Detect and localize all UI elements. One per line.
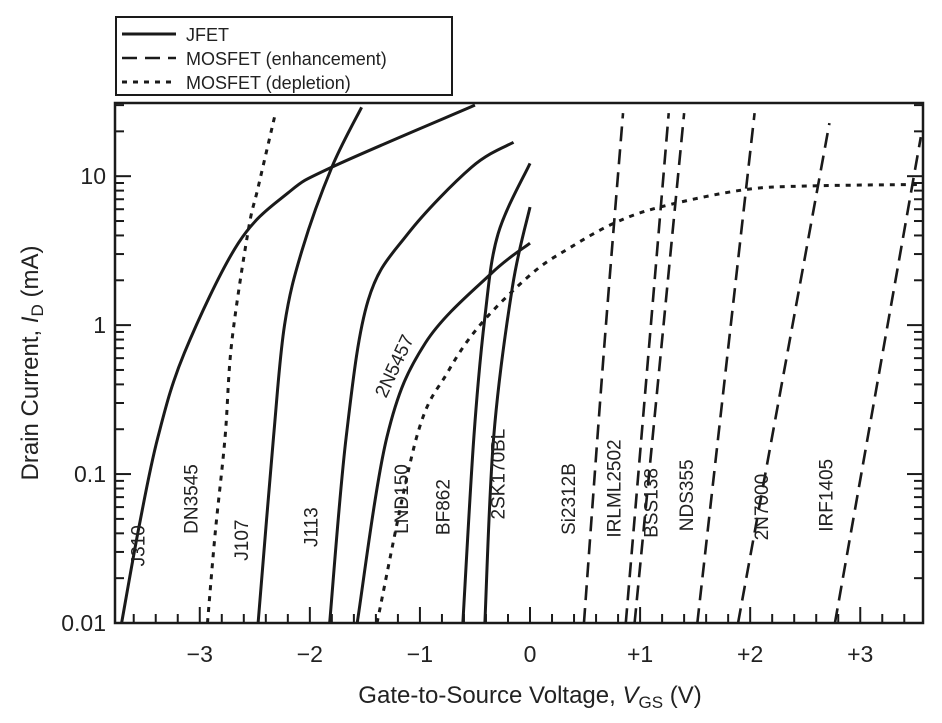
plot-frame — [113, 101, 925, 625]
y-axis-title-pre: Drain Current, — [17, 323, 44, 480]
curve-2n5457 — [355, 241, 531, 623]
y-axis-title-sub: D — [28, 304, 47, 316]
x-axis-title-sub: GS — [638, 693, 663, 712]
curve-label-irf1405: IRF1405 — [817, 459, 838, 532]
x-tick-label: 0 — [524, 641, 537, 667]
y-tick-label: 0.1 — [74, 461, 106, 487]
curve-label-2sk170bl: 2SK170BL — [489, 429, 510, 520]
curve-2n7000 — [736, 122, 831, 623]
curve-2sk170bl — [483, 206, 532, 623]
curve-bf862 — [461, 162, 532, 623]
curve-label-2n7000: 2N7000 — [752, 474, 773, 541]
x-axis-title-var: V — [622, 682, 640, 709]
curve-label-j107: J107 — [232, 520, 253, 561]
x-axis-title-pre: Gate-to-Source Voltage, — [358, 682, 622, 709]
x-tick-label: +2 — [737, 641, 763, 667]
y-tick-label: 0.01 — [61, 610, 106, 636]
legend-box — [115, 16, 453, 96]
x-tick-label: −3 — [187, 641, 213, 667]
curve-label-irlml2502: IRLML2502 — [604, 439, 625, 537]
y-axis-title: Drain Current, ID (mA) — [17, 246, 47, 481]
axes: −3 −2 −1 0 +1 +2 +3 0.01 0.1 1 10 — [61, 101, 925, 667]
curves — [120, 103, 923, 623]
curve-si2312b — [582, 113, 625, 623]
curve-label-lnd150: LND150 — [392, 464, 413, 534]
y-axis-title-post: (mA) — [17, 246, 44, 305]
x-axis-title: Gate-to-Source Voltage, VGS (V) — [358, 682, 701, 712]
y-tick-label: 1 — [93, 312, 106, 338]
legend-label: JFET — [186, 25, 229, 45]
curve-label-nds355: NDS355 — [677, 459, 698, 531]
curve-irf1405 — [833, 136, 923, 623]
curve-label-j113: J113 — [302, 507, 323, 547]
curve-j113 — [328, 140, 515, 623]
curve-label-si2312b: Si2312B — [559, 463, 580, 535]
legend: JFET MOSFET (enhancement) MOSFET (depletio… — [115, 16, 453, 96]
legend-label: MOSFET (enhancement) — [186, 49, 387, 69]
curve-label-bss138: BSS138 — [642, 468, 663, 538]
x-tick-label: +3 — [847, 641, 873, 667]
x-axis-title-post: (V) — [663, 682, 702, 709]
x-tick-label: −1 — [407, 641, 433, 667]
curve-irlml2502 — [624, 113, 671, 623]
curve-label-j310: J310 — [129, 525, 150, 566]
curve-label-bf862: BF862 — [434, 479, 455, 535]
x-tick-label: +1 — [627, 641, 653, 667]
y-axis-title-var: I — [17, 316, 44, 323]
curve-j310 — [120, 103, 476, 623]
curve-lnd150 — [375, 182, 923, 623]
curve-dn3545 — [205, 111, 278, 623]
legend-label: MOSFET (depletion) — [186, 73, 351, 93]
curve-nds355 — [696, 112, 756, 623]
y-tick-label: 10 — [80, 163, 106, 189]
curve-bss138 — [633, 113, 686, 623]
curve-label-dn3545: DN3545 — [182, 464, 203, 534]
curve-j107 — [256, 106, 363, 623]
x-tick-label: −2 — [297, 641, 323, 667]
